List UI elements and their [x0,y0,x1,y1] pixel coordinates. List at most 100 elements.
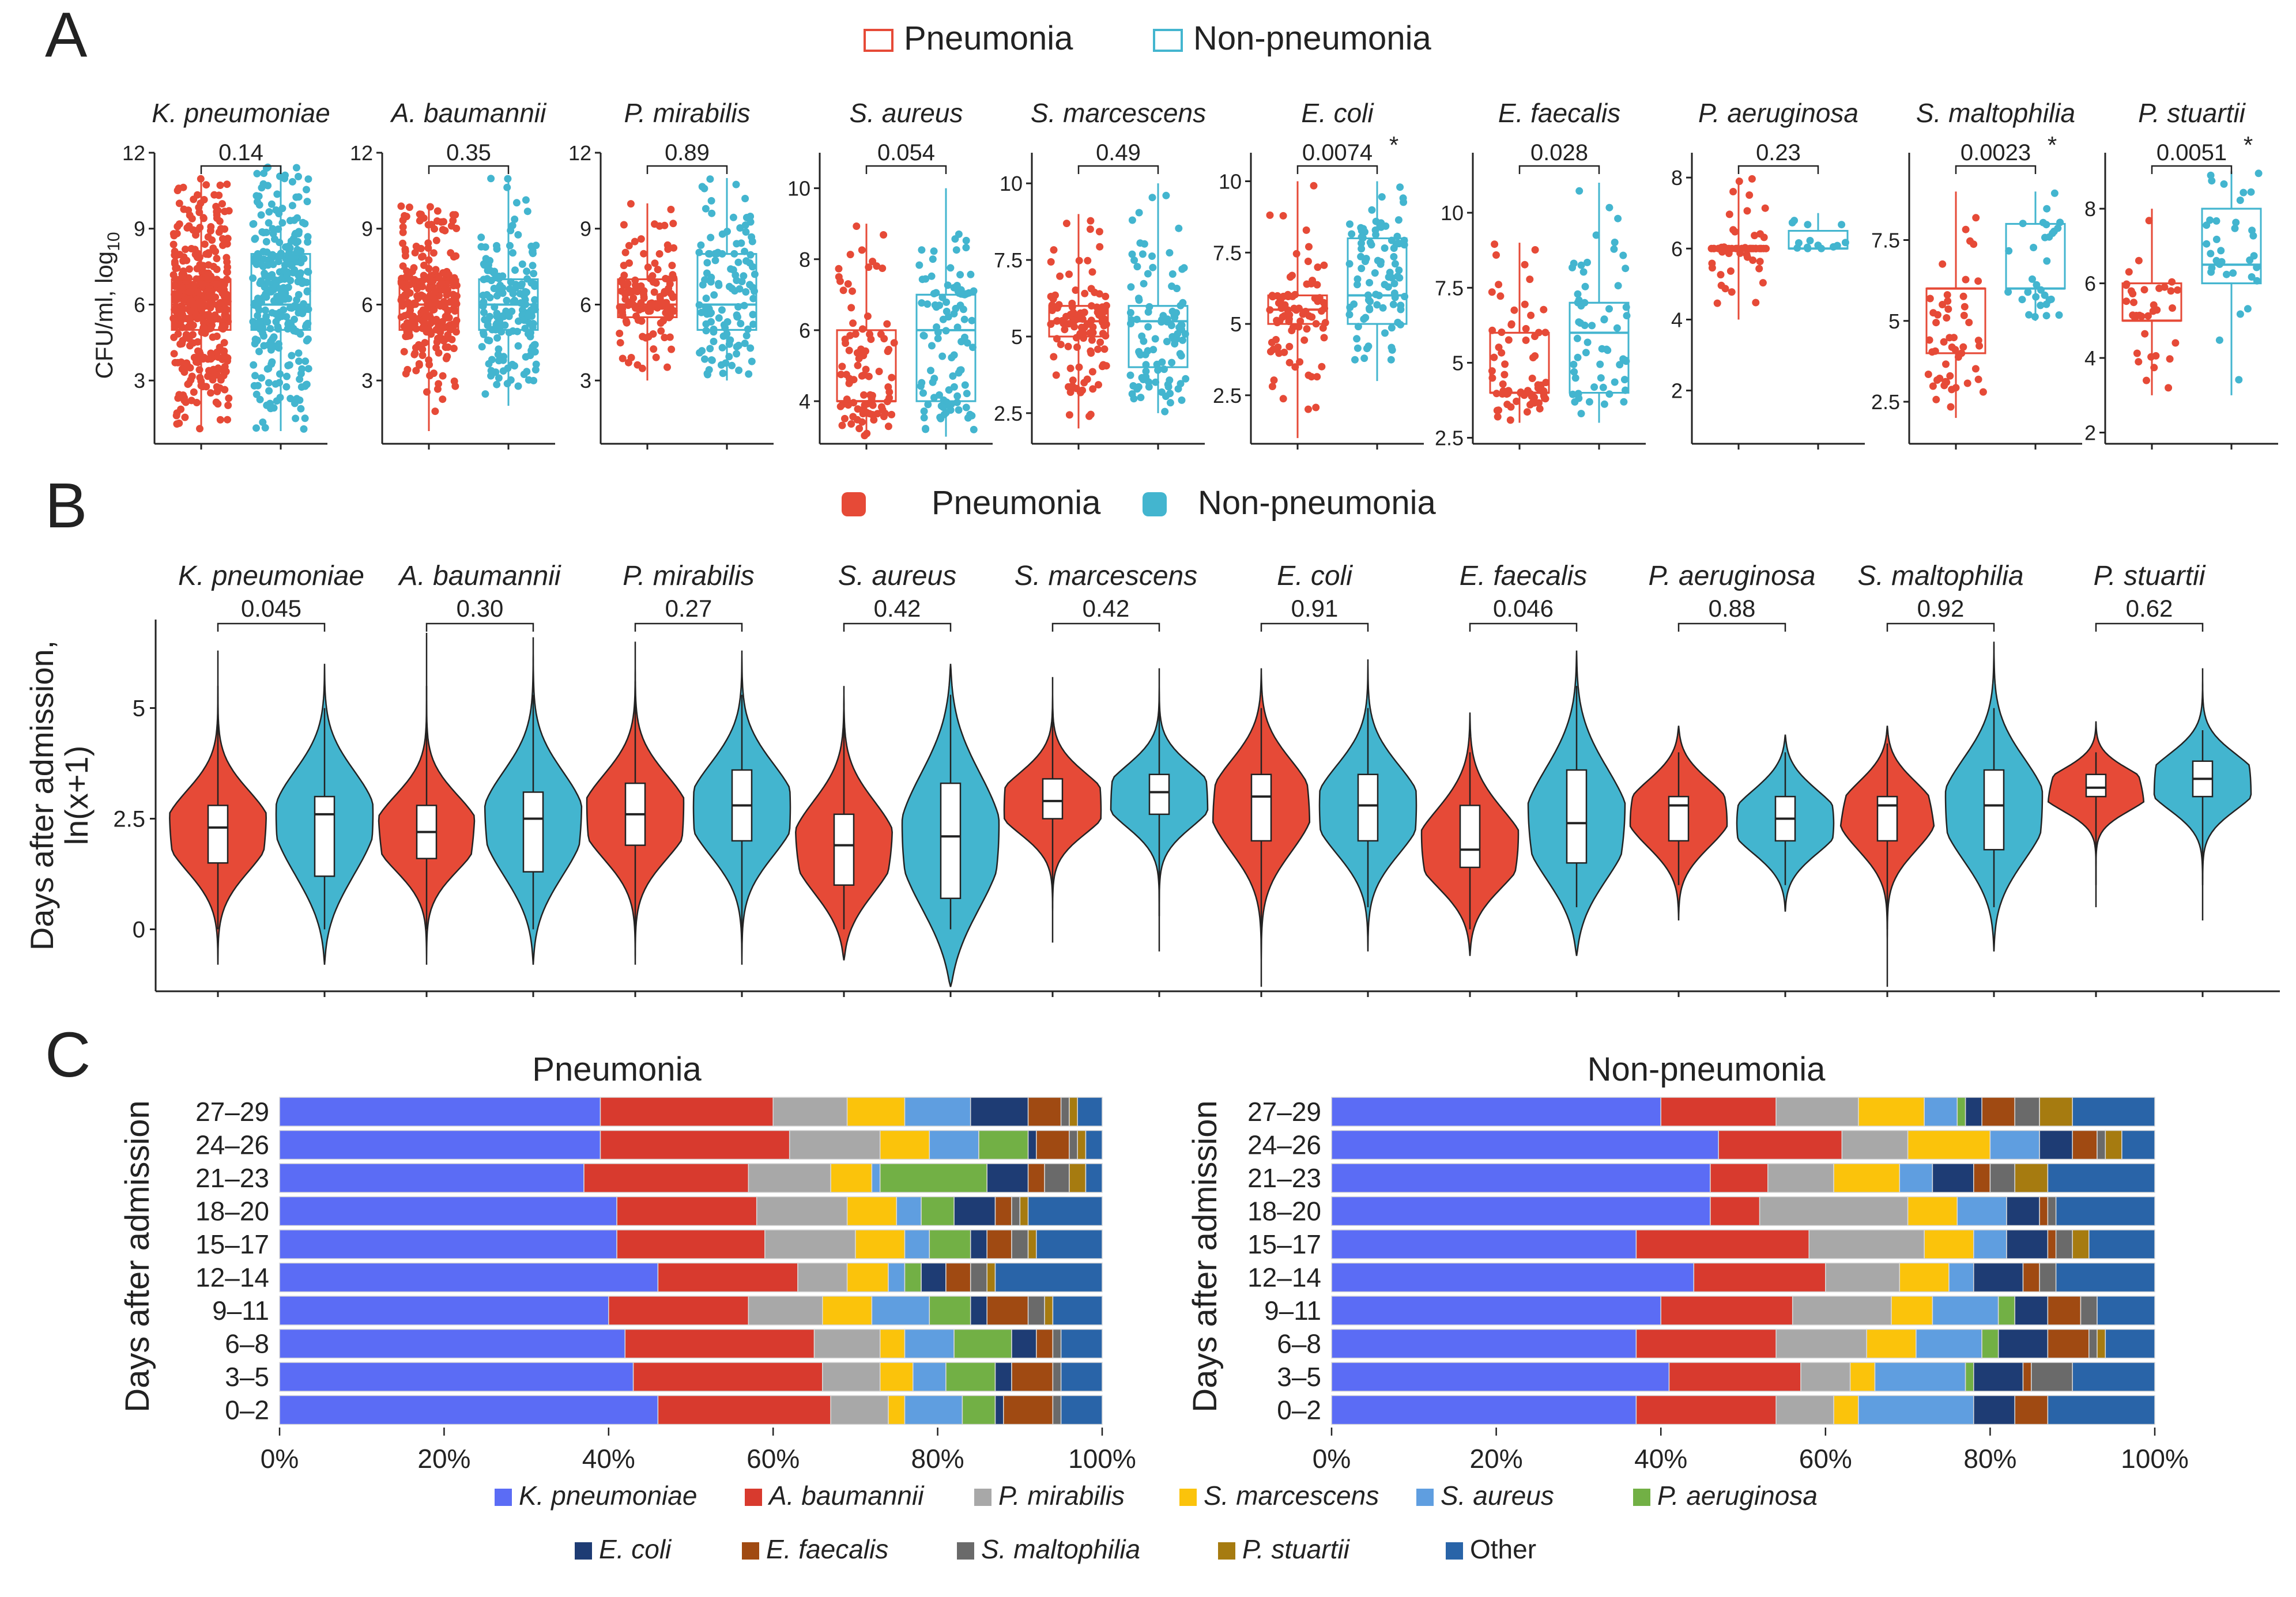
data-point [199,355,207,363]
data-point [453,281,461,289]
stacked-bar-segment [1635,1328,1777,1359]
data-point [293,214,301,222]
data-point [1600,400,1608,408]
y-tick-label: 2 [1671,379,1683,403]
data-point [303,321,311,329]
data-point [1728,288,1736,296]
significance-marker: * [2244,131,2253,158]
x-tick-label: 40% [582,1444,635,1474]
data-point [292,164,300,172]
stacked-bar-segment [2088,1229,2155,1259]
row-label: 18–20 [195,1196,269,1226]
data-point [172,411,180,420]
data-point [701,355,708,363]
data-point [1065,411,1073,419]
stacked-bar-segment [1775,1097,1859,1127]
data-point [210,191,218,199]
data-point [1095,311,1103,319]
data-point [1619,251,1627,259]
data-point [176,251,184,259]
data-point [1954,353,1962,361]
data-point [1528,375,1536,382]
data-point [264,261,272,269]
data-point [1305,243,1313,251]
data-point [2247,188,2255,196]
data-point [957,338,966,346]
y-tick-label: 5 [133,696,145,722]
panel-b-ylabel-line1: Days after admission, [24,640,60,950]
stacked-bar-segment [1825,1262,1901,1293]
data-point [723,228,731,236]
data-point [261,424,269,432]
data-point [206,227,214,235]
data-point [1495,406,1503,414]
data-point [1128,390,1136,398]
data-point [1354,281,1361,289]
stacked-bar-segment [921,1196,955,1226]
y-tick-label: 6 [134,293,145,316]
data-point [169,230,178,238]
y-tick-label: 6 [799,319,810,342]
data-point [1507,320,1515,328]
data-point [1500,371,1509,379]
data-point [288,178,296,186]
data-point [718,306,726,314]
data-point [842,339,850,347]
stacked-bar-segment [1052,1328,1062,1359]
p-value-bracket [1296,165,1378,174]
data-point [2125,268,2133,276]
data-point [301,357,310,365]
y-tick-label: 4 [1671,308,1683,331]
data-point [1571,374,1579,382]
data-point [666,333,674,341]
data-point [1611,239,1619,246]
data-point [399,239,407,247]
data-point [734,258,742,266]
data-point [449,217,457,225]
legend-swatch [1446,1542,1463,1560]
data-point [1055,301,1063,309]
data-point [2166,355,2174,363]
data-point [853,416,861,424]
data-point [620,262,628,270]
data-point [274,225,282,233]
significance-marker: * [1389,131,1398,158]
data-point [1180,264,1188,272]
legend-swatch [974,1489,991,1506]
data-point [444,333,453,341]
data-point [530,280,538,288]
data-point [947,264,955,272]
stacked-bar-segment [1331,1328,1637,1359]
stacked-bar-segment [632,1362,823,1392]
data-point [742,228,750,236]
data-point [749,320,757,329]
data-point [733,350,741,358]
p-value-label: 0.42 [874,595,921,622]
violin-box [833,813,855,886]
data-point [949,372,957,380]
data-point [503,296,511,304]
row-label: 9–11 [1264,1296,1321,1326]
data-point [178,365,186,373]
y-tick-label: 12 [568,141,591,165]
species-title: S. maltophilia [1857,561,2023,591]
data-point [1148,252,1156,260]
data-point [1971,365,1980,373]
data-point [529,262,537,270]
data-point [417,210,425,218]
data-point [1087,347,1095,355]
x-tick-label: 0% [1313,1444,1351,1474]
data-point [742,331,751,339]
species-title: E. coli [1277,561,1353,591]
species-title: E. faecalis [1498,98,1620,128]
data-point [1803,243,1811,251]
data-point [1946,372,1954,380]
data-point [300,255,308,263]
stacked-bar-segment [279,1362,634,1392]
stacked-bar-segment [1044,1163,1070,1193]
data-point [1541,394,1548,402]
y-tick-label: 9 [580,217,591,241]
data-point [1081,289,1089,297]
data-point [401,312,409,320]
